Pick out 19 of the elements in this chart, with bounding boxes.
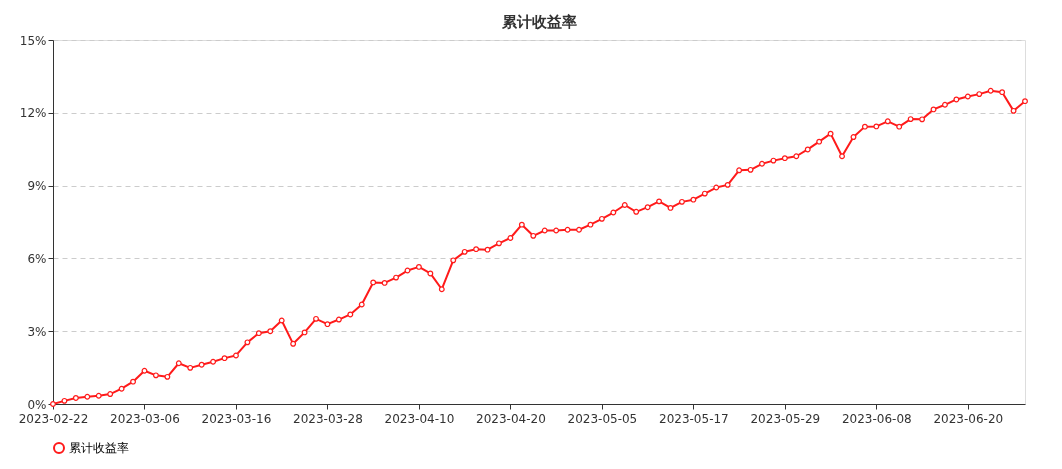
y-tick-label: 12% bbox=[19, 106, 47, 121]
x-tick-label: 2023-04-20 bbox=[476, 411, 546, 426]
chart-title: 累计收益率 bbox=[500, 13, 577, 31]
x-tick-label: 2023-02-22 bbox=[18, 411, 89, 426]
y-tick-label: 3% bbox=[27, 324, 47, 339]
x-tick-label: 2023-03-06 bbox=[110, 411, 180, 426]
x-tick-label: 2023-04-10 bbox=[384, 411, 455, 426]
y-tick-label: 9% bbox=[27, 179, 47, 194]
y-tick-label: 0% bbox=[27, 397, 47, 412]
y-tick-label: 15% bbox=[19, 33, 47, 48]
x-tick-label: 2023-06-20 bbox=[933, 411, 1004, 426]
x-tick-label: 2023-05-17 bbox=[659, 411, 729, 426]
x-tick-label: 2023-05-29 bbox=[750, 411, 821, 426]
x-tick-label: 2023-05-05 bbox=[567, 411, 638, 426]
x-tick-label: 2023-03-16 bbox=[201, 411, 272, 426]
y-tick-label: 6% bbox=[27, 251, 47, 266]
x-tick-label: 2023-03-28 bbox=[293, 411, 363, 426]
x-tick-label: 2023-06-08 bbox=[841, 411, 912, 426]
legend-label: 累计收益率 bbox=[69, 441, 129, 455]
